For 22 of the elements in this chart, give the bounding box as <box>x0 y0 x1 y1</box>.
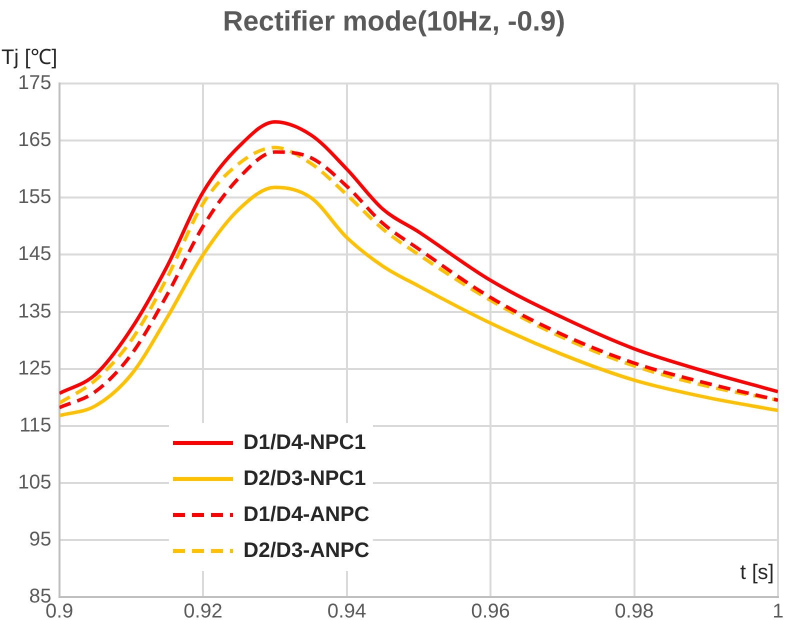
x-tick-label: 0.98 <box>614 600 654 623</box>
y-tick-label: 145 <box>18 243 52 266</box>
x-tick-label: 0.94 <box>327 600 366 623</box>
x-tick-label: 0.96 <box>471 600 510 623</box>
x-tick-label: 1 <box>772 600 784 623</box>
legend-label: D1/D4-NPC1 <box>243 431 366 455</box>
x-tick-label: 0.92 <box>184 600 223 623</box>
y-tick-label: 105 <box>18 471 52 494</box>
y-tick-label: 135 <box>18 300 52 322</box>
chart-title: Rectifier mode(10Hz, -0.9) <box>222 6 566 37</box>
x-axis-title: t [s] <box>740 561 774 585</box>
y-axis-title: Tj [℃] <box>1 44 58 70</box>
y-tick-label: 155 <box>18 186 52 208</box>
legend-label: D2/D3-NPC1 <box>243 467 366 491</box>
y-tick-label: 165 <box>18 129 52 152</box>
legend-label: D1/D4-ANPC <box>243 503 370 527</box>
legend-label: D2/D3-ANPC <box>243 539 370 563</box>
y-tick-label: 125 <box>18 357 52 380</box>
y-tick-label: 175 <box>18 72 52 94</box>
y-tick-label: 95 <box>29 528 52 550</box>
line-series <box>59 186 778 418</box>
y-tick-label: 115 <box>19 414 52 436</box>
